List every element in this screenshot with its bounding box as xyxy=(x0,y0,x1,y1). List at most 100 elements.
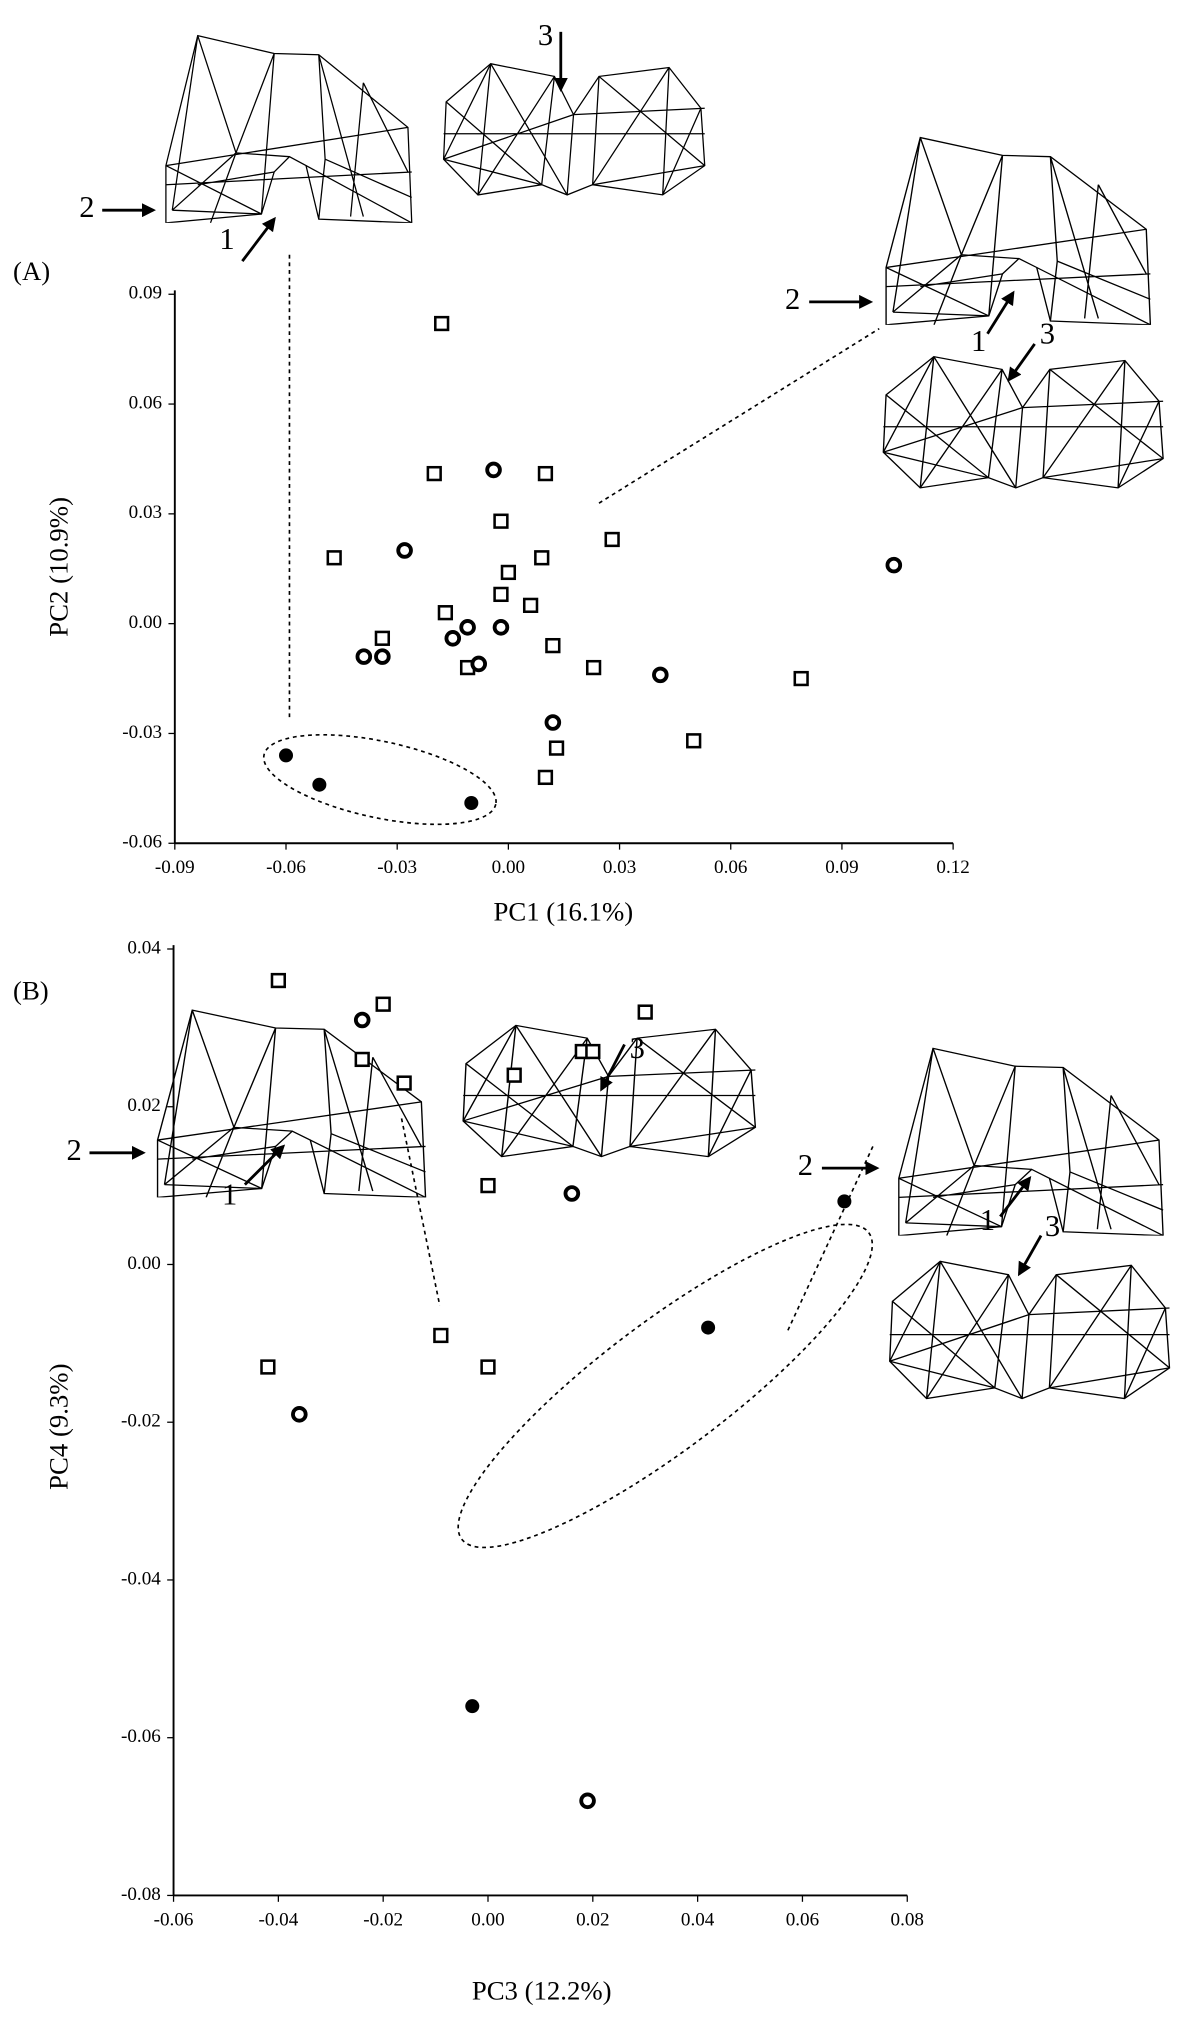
y-tick-label: -0.06 xyxy=(121,1726,161,1747)
annotation: 3 xyxy=(630,1031,645,1065)
x-tick-label: 0.08 xyxy=(891,1909,924,1930)
filled-point xyxy=(837,1194,852,1209)
ring-point xyxy=(396,542,413,559)
ring-point xyxy=(355,648,373,665)
filled-point xyxy=(278,748,294,763)
annotation: 3 xyxy=(1045,1209,1060,1243)
annotation-arrow xyxy=(986,290,1015,335)
annotation-arrow xyxy=(600,1043,626,1092)
filled-point xyxy=(312,777,327,792)
filled-point xyxy=(464,795,479,811)
annotation: 1 xyxy=(971,324,986,358)
square-point xyxy=(437,605,454,621)
y-tick-label: 0.00 xyxy=(129,612,162,633)
square-point xyxy=(354,1051,370,1068)
panel-label: (B) xyxy=(13,976,49,1006)
y-axis-label: PC4 (9.3%) xyxy=(44,1364,74,1490)
panel-label: (A) xyxy=(13,256,50,286)
square-point xyxy=(548,740,565,756)
ring-point xyxy=(652,666,669,684)
annotation: 2 xyxy=(798,1148,813,1182)
square-point xyxy=(537,465,554,482)
square-point xyxy=(637,1004,653,1020)
annotation: 3 xyxy=(538,18,553,52)
ring-point xyxy=(353,1011,371,1029)
y-tick-label: 0.09 xyxy=(129,283,162,304)
annotation-arrow xyxy=(243,1144,286,1186)
y-tick-label: 0.04 xyxy=(127,937,161,958)
x-tick-label: 0.02 xyxy=(576,1909,609,1930)
square-point xyxy=(534,550,550,566)
leaders xyxy=(262,254,880,1549)
square-point xyxy=(686,733,702,749)
ring-point xyxy=(485,461,502,479)
x-tick-label: 0.06 xyxy=(714,857,747,878)
x-tick-label: -0.06 xyxy=(266,857,306,878)
y-tick-label: -0.03 xyxy=(122,722,162,743)
x-tick-label: 0.12 xyxy=(936,857,969,878)
square-point xyxy=(396,1075,412,1091)
x-tick-label: 0.00 xyxy=(471,1909,504,1930)
annotation: 2 xyxy=(785,282,800,316)
square-point xyxy=(326,550,342,566)
x-tick-label: 0.00 xyxy=(492,857,525,878)
annotation: 1 xyxy=(980,1203,995,1237)
x-tick-label: 0.04 xyxy=(681,1909,715,1930)
square-point xyxy=(522,597,539,614)
square-point xyxy=(480,1177,496,1194)
x-tick-label: -0.06 xyxy=(154,1909,194,1930)
ring-point xyxy=(579,1792,596,1810)
filled-point xyxy=(701,1320,716,1335)
annotation-arrow xyxy=(241,216,276,262)
square-point xyxy=(545,637,561,654)
filled-point xyxy=(465,1699,480,1714)
square-point xyxy=(537,769,554,786)
x-tick-label: -0.09 xyxy=(155,857,195,878)
x-tick-label: 0.03 xyxy=(603,857,636,878)
ring-point xyxy=(492,619,510,636)
square-point xyxy=(434,315,450,332)
annotation: 2 xyxy=(79,190,94,224)
square-point xyxy=(585,659,602,676)
square-point xyxy=(260,1359,276,1375)
square-point xyxy=(506,1067,522,1083)
square-point xyxy=(585,1043,601,1060)
y-tick-label: 0.03 xyxy=(129,502,162,523)
annotation-arrow xyxy=(999,1176,1032,1218)
x-tick-label: 0.09 xyxy=(825,857,858,878)
x-tick-label: -0.04 xyxy=(258,1909,298,1930)
square-point xyxy=(375,996,391,1012)
ring-point xyxy=(444,630,462,647)
ring-point xyxy=(470,655,488,673)
square-point xyxy=(374,630,391,646)
square-point xyxy=(480,1359,496,1375)
y-tick-label: 0.06 xyxy=(129,392,162,413)
annotation-arrow xyxy=(1017,1234,1043,1277)
y-tick-label: 0.02 xyxy=(127,1095,160,1116)
ring-point xyxy=(563,1185,581,1202)
annotation: 2 xyxy=(67,1133,82,1167)
y-tick-label: -0.04 xyxy=(121,1568,161,1589)
square-point xyxy=(500,564,517,581)
ring-point xyxy=(885,556,903,574)
y-tick-label: 0.00 xyxy=(127,1253,160,1274)
x-tick-label: -0.03 xyxy=(377,857,417,878)
ring-point xyxy=(544,714,562,731)
ring-point xyxy=(291,1406,308,1423)
annotation-arrow xyxy=(1007,343,1036,382)
ring-point xyxy=(374,648,391,665)
square-point xyxy=(493,586,509,603)
y-axis-label: PC2 (10.9%) xyxy=(44,497,74,637)
square-point xyxy=(604,531,620,548)
x-tick-label: 0.06 xyxy=(786,1909,819,1930)
square-point xyxy=(270,972,287,989)
y-tick-label: -0.08 xyxy=(121,1884,161,1905)
y-tick-label: -0.02 xyxy=(121,1411,161,1432)
x-axis-label: PC1 (16.1%) xyxy=(493,897,633,927)
annotation: 1 xyxy=(222,1177,237,1211)
square-point xyxy=(793,670,809,687)
annotation: 1 xyxy=(219,222,234,256)
square-point xyxy=(493,513,509,529)
x-axis-label: PC3 (12.2%) xyxy=(472,1976,612,2006)
